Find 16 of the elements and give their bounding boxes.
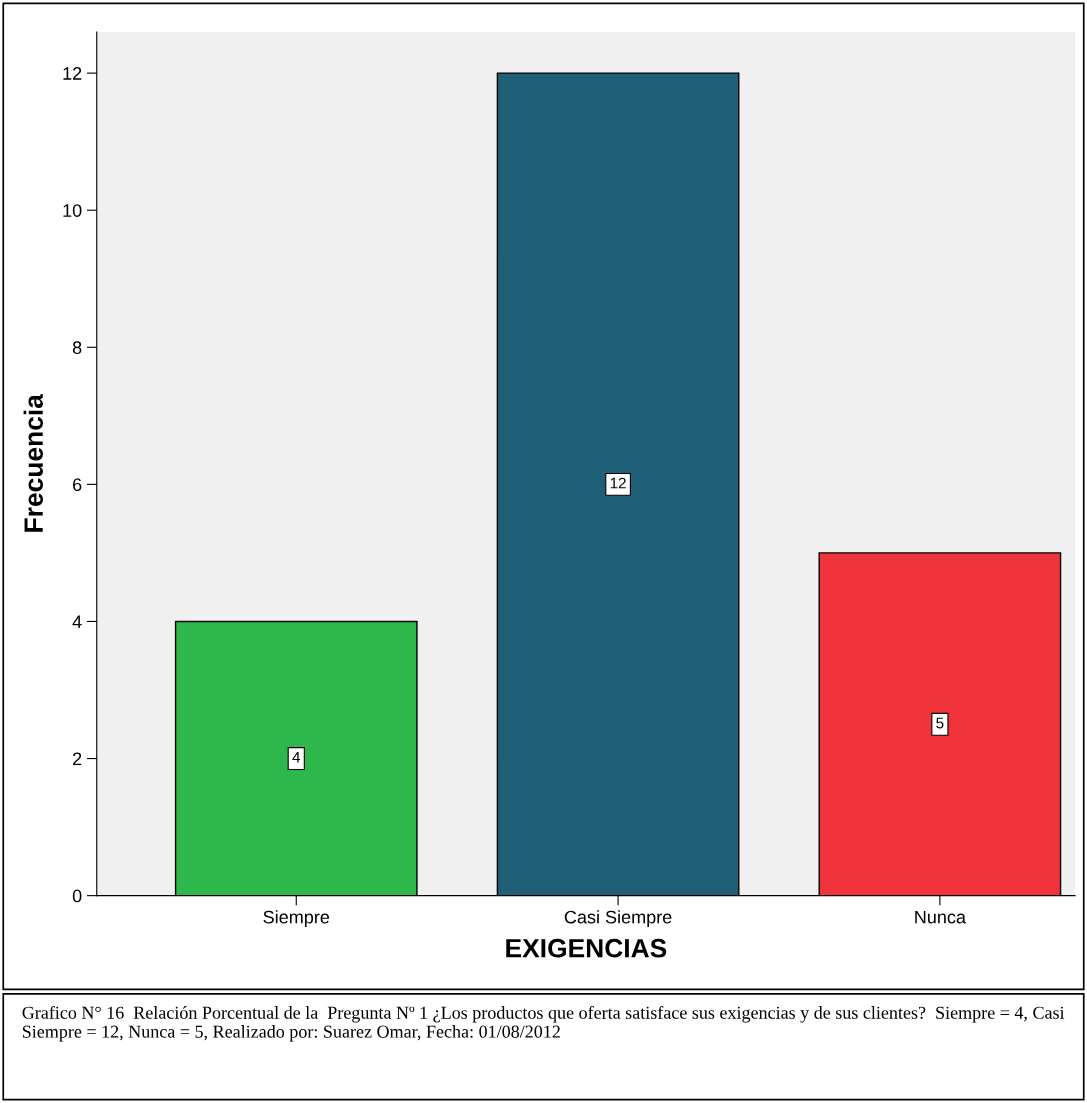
text: Grafico N° 16 Relación Porcentual de la Pregunta Nº 1 ¿Los productos que oferta satisface sus exigencias y de sus clientes? Siempre = 4, Casi Siempre = 12, Nunca = 5, Realizado por: Suarez Omar, Fecha: 01/08/2012 [22, 1005, 1065, 1042]
y-tick-label: 8 [72, 341, 82, 355]
x-tick-label: Siempre [263, 910, 330, 928]
x-axis-title: EXIGENCIAS [506, 938, 667, 958]
data-label: 4 [292, 751, 301, 763]
y-tick-label: 0 [72, 889, 82, 903]
x-tick-label: Nunca [915, 910, 966, 924]
y-tick-label: 12 [63, 67, 82, 80]
y-tick-label: 6 [73, 478, 82, 492]
data-label: 5 [936, 717, 944, 729]
y-axis-title: Frecuencia [23, 393, 43, 532]
data-label: 12 [610, 477, 626, 489]
x-tick-label: Casi Siempre [564, 910, 672, 928]
y-tick-label: 10 [63, 204, 82, 217]
y-tick-label: 2 [73, 752, 82, 766]
y-tick-label: 4 [72, 615, 82, 628]
